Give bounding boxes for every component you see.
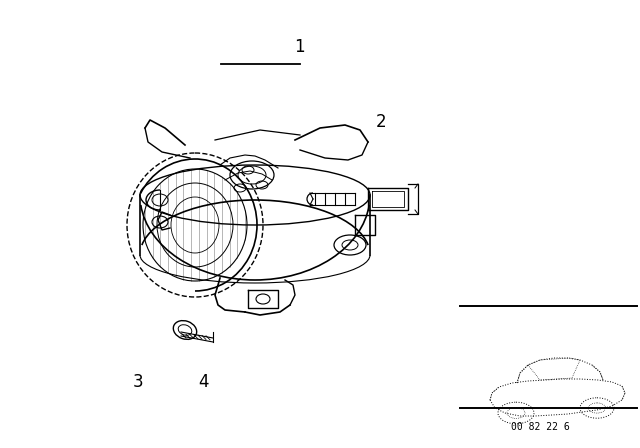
Text: 4: 4 [198,373,209,391]
Text: 3: 3 [132,373,143,391]
Text: 1: 1 [294,38,305,56]
Text: 2: 2 [376,113,386,131]
Text: 00 82 22 6: 00 82 22 6 [511,422,570,432]
